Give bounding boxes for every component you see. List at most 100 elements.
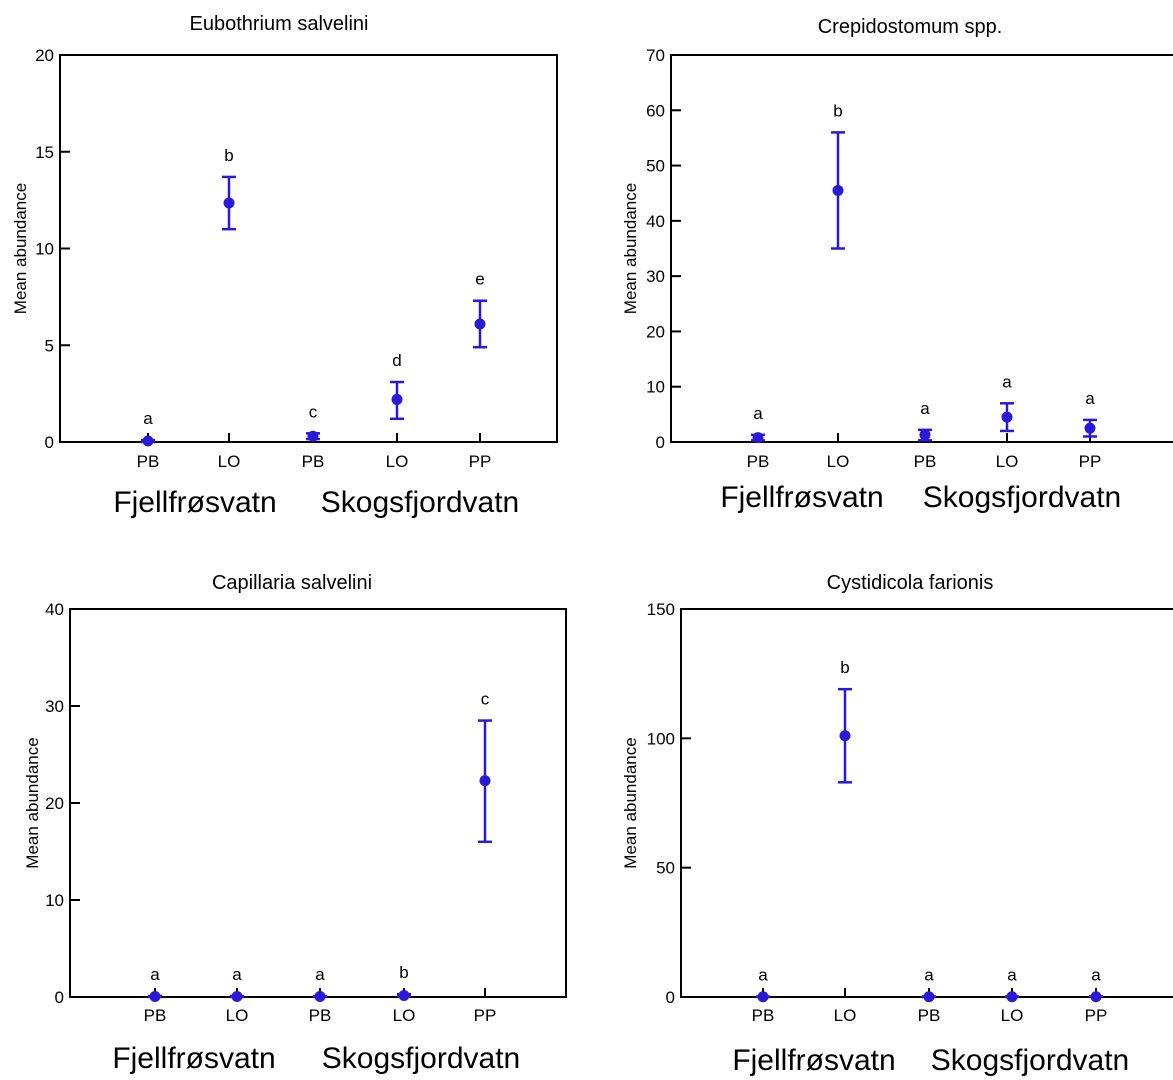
lake-group-label: Skogsfjordvatn [923,481,1121,514]
x-tick-label: PP [474,1006,497,1025]
data-point [832,184,844,196]
lake-group-label: Skogsfjordvatn [322,1042,520,1075]
y-tick-label: 20 [45,794,64,813]
data-point [479,775,491,787]
significance-letter: a [924,965,934,984]
data-point [142,435,154,447]
y-tick-label: 10 [45,891,64,910]
data-point [1001,411,1013,423]
y-tick-label: 50 [656,859,675,878]
y-tick-label: 10 [35,240,54,259]
data-point [752,432,764,444]
data-point [1084,422,1096,434]
significance-letter: c [481,690,490,709]
chart-panel-3: Capillaria salvelini Mean abundance 0 10 20 3… [23,572,567,1075]
significance-letter: b [399,963,408,982]
plot-frame [59,54,558,443]
plot-frame [670,54,1173,443]
y-tick-label: 70 [646,46,665,65]
chart-title: Crepidostomum spp. [818,16,1003,38]
data-point [231,991,243,1003]
x-tick-label: PB [752,1006,775,1025]
y-tick-label: 40 [45,600,64,619]
x-tick-label: LO [386,452,409,471]
x-tick-label: PB [309,1006,332,1025]
plot-frame [69,608,567,998]
y-tick-label: 60 [646,101,665,120]
chart-title: Capillaria salvelini [212,572,372,594]
significance-letter: d [392,351,401,370]
lake-group-label: Fjellfrøsvatn [113,486,276,519]
chart-title: Eubothrium salvelini [190,13,369,35]
significance-letter: a [232,965,242,984]
y-tick-label: 0 [45,433,54,452]
y-axis-label: Mean abundance [11,183,30,314]
lake-group-label: Skogsfjordvatn [931,1044,1129,1077]
data-point [314,991,326,1003]
data-point [391,393,403,405]
data-point [307,430,319,442]
significance-letter: b [224,146,233,165]
x-tick-label: PB [144,1006,167,1025]
data-point [919,429,931,441]
x-tick-label: LO [226,1006,249,1025]
lake-group-label: Fjellfrøsvatn [732,1044,895,1077]
y-tick-label: 10 [646,378,665,397]
data-point [839,730,851,742]
y-tick-label: 40 [646,212,665,231]
plot-frame [680,608,1173,998]
significance-letter: a [758,965,768,984]
x-tick-label: PP [1085,1006,1108,1025]
significance-letter: a [920,399,930,418]
x-tick-label: PB [918,1006,941,1025]
lake-group-label: Fjellfrøsvatn [112,1042,275,1075]
y-tick-label: 0 [55,988,64,1007]
x-tick-label: PB [914,452,937,471]
y-tick-label: 0 [666,988,675,1007]
x-tick-label: LO [834,1006,857,1025]
significance-letter: a [315,965,325,984]
lake-group-label: Fjellfrøsvatn [720,481,883,514]
y-axis-label: Mean abundance [621,183,640,314]
data-point [149,991,161,1003]
x-tick-label: PP [469,452,492,471]
significance-letter: a [1085,389,1095,408]
significance-letter: a [143,409,153,428]
x-tick-label: LO [393,1006,416,1025]
y-tick-label: 30 [45,697,64,716]
lake-group-label: Skogsfjordvatn [321,486,519,519]
data-point [398,990,410,1002]
significance-letter: a [150,965,160,984]
x-tick-label: PP [1079,452,1102,471]
y-tick-label: 0 [656,433,665,452]
chart-panel-2: Crepidostomum spp. Mean abundance 0 10 20 30 4… [621,16,1173,514]
significance-letter: a [1007,965,1017,984]
significance-letter: a [753,404,763,423]
x-tick-label: LO [996,452,1019,471]
significance-letter: e [475,270,484,289]
significance-letter: b [840,658,849,677]
y-axis-label: Mean abundance [621,737,640,868]
significance-letter: a [1091,965,1101,984]
significance-letter: a [1002,372,1012,391]
data-point [1006,991,1018,1003]
y-tick-label: 15 [35,143,54,162]
chart-title: Cystidicola farionis [827,572,994,594]
significance-letter: c [309,402,318,421]
data-point [923,991,935,1003]
x-tick-label: LO [827,452,850,471]
x-tick-label: LO [1001,1006,1024,1025]
data-point [474,318,486,330]
x-tick-label: LO [218,452,241,471]
y-tick-label: 50 [646,157,665,176]
y-tick-label: 30 [646,267,665,286]
y-axis-label: Mean abundance [23,737,42,868]
y-tick-label: 150 [647,600,675,619]
y-tick-label: 5 [45,336,54,355]
y-tick-label: 100 [647,729,675,748]
data-point [757,991,769,1003]
y-tick-label: 20 [646,322,665,341]
data-point [1090,991,1102,1003]
x-tick-label: PB [137,452,160,471]
